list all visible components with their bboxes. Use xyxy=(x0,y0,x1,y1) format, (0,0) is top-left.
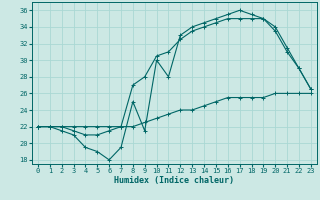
X-axis label: Humidex (Indice chaleur): Humidex (Indice chaleur) xyxy=(115,176,234,185)
